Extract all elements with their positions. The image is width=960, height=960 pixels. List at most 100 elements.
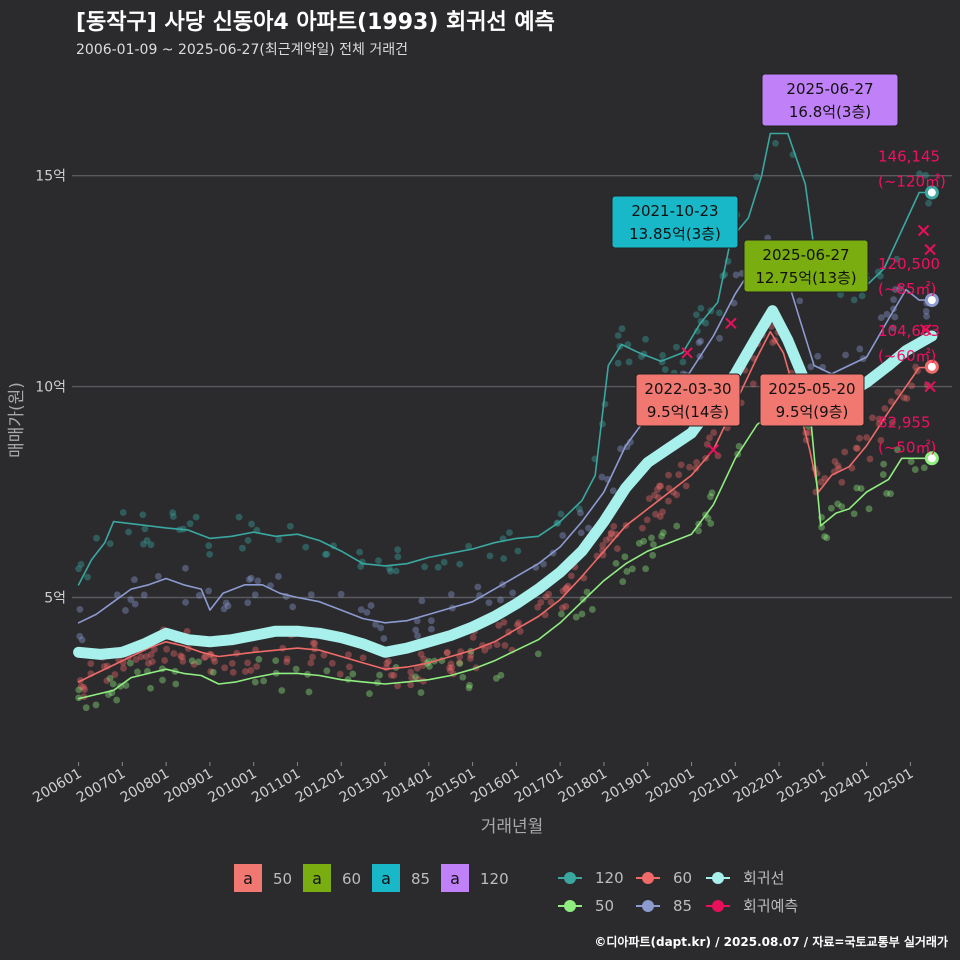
scatter-point-85 <box>922 307 930 315</box>
scatter-point-60 <box>228 659 236 667</box>
scatter-point-120 <box>302 543 310 551</box>
scatter-point-60 <box>564 582 572 590</box>
scatter-point-50 <box>426 662 433 670</box>
scatter-point-85 <box>577 529 585 537</box>
scatter-point-120 <box>392 567 400 575</box>
scatter-point-85 <box>247 574 255 582</box>
legend-area-key <box>372 864 400 892</box>
scatter-point-85 <box>509 589 517 597</box>
scatter-point-120 <box>486 552 494 560</box>
scatter-point-50 <box>497 671 505 679</box>
scatter-point-120 <box>387 567 394 575</box>
annotation-date: 2021-10-23 <box>631 202 718 220</box>
prediction-marker <box>725 317 737 330</box>
scatter-point-120 <box>192 513 200 521</box>
annotation-bg <box>761 73 899 127</box>
scatter-point-60 <box>148 658 156 666</box>
scatter-point-60 <box>390 671 398 679</box>
scatter-point-60 <box>309 639 317 647</box>
scatter-point-120 <box>874 268 882 276</box>
scatter-point-60 <box>693 458 700 466</box>
scatter-point-50 <box>879 471 887 478</box>
prediction-marker <box>924 243 936 256</box>
scatter-point-85 <box>275 573 282 580</box>
scatter-point-50 <box>459 673 467 681</box>
scatter-point-60 <box>408 674 416 682</box>
legend-area-glyph: a <box>381 869 391 888</box>
scatter-point-50 <box>583 588 591 596</box>
scatter-point-120 <box>75 565 83 573</box>
scatter-point-120 <box>356 548 363 556</box>
legend-area-key <box>234 864 262 892</box>
scatter-point-60 <box>599 547 606 555</box>
scatter-point-60 <box>190 660 198 668</box>
scatter-point-85 <box>113 591 121 599</box>
scatter-point-60 <box>805 429 813 436</box>
scatter-point-60 <box>77 683 85 690</box>
y-tick-label: 5억 <box>44 590 66 606</box>
series-line-50 <box>77 406 933 700</box>
annotation-box: 2021-10-23 13.85억(3층) <box>611 195 739 249</box>
scatter-point-60 <box>677 461 685 469</box>
scatter-point-50 <box>708 489 716 497</box>
scatter-point-50 <box>578 610 586 618</box>
scatter-point-60 <box>542 593 550 601</box>
scatter-point-50 <box>642 565 650 573</box>
scatter-point-60 <box>659 508 666 516</box>
scatter-point-85 <box>730 299 738 307</box>
scatter-point-85 <box>244 599 252 607</box>
scatter-point-60 <box>838 478 846 486</box>
scatter-point-85 <box>427 625 435 633</box>
scatter-point-60 <box>345 651 352 659</box>
scatter-point-50 <box>105 691 112 698</box>
annotation-box: 2022-03-30 9.5억(14층) <box>635 373 741 427</box>
scatter-point-60 <box>501 642 509 649</box>
annotation-bg <box>611 195 739 249</box>
scatter-point-60 <box>875 415 883 423</box>
scatter-point-50 <box>349 670 357 678</box>
legend-line-item: 50 <box>558 897 614 915</box>
scatter-point-85 <box>122 607 129 614</box>
scatter-point-85 <box>380 635 388 642</box>
scatter-point-60 <box>607 530 615 538</box>
scatter-point-85 <box>154 573 162 580</box>
scatter-point-85 <box>427 617 435 625</box>
scatter-point-120 <box>357 563 365 570</box>
scatter-point-60 <box>869 414 876 422</box>
x-axis-title: 거래년월 <box>481 817 544 837</box>
scatter-point-60 <box>387 671 395 679</box>
scatter-point-60 <box>221 664 229 672</box>
scatter-point-60 <box>651 491 658 499</box>
scatter-point-60 <box>359 654 367 662</box>
chart-subtitle: 2006-01-09 ~ 2025-06-27(최근계약일) 전체 거래건 <box>76 42 408 58</box>
scatter-point-50 <box>619 578 627 586</box>
scatter-point-60 <box>821 474 829 482</box>
scatter-point-60 <box>500 619 508 626</box>
scatter-point-50 <box>412 673 419 681</box>
scatter-point-60 <box>903 395 911 402</box>
scatter-point-85 <box>807 363 815 371</box>
scatter-point-50 <box>75 686 83 694</box>
scatter-point-120 <box>514 547 522 555</box>
scatter-point-85 <box>796 297 804 305</box>
scatter-point-120 <box>421 563 429 571</box>
scatter-point-60 <box>854 444 861 452</box>
scatter-point-120 <box>697 304 705 312</box>
end-area-label: (~60㎡) <box>878 347 936 365</box>
scatter-point-50 <box>159 676 166 684</box>
scatter-point-50 <box>821 533 828 540</box>
x-tick-label: 201501 <box>424 766 478 807</box>
scatter-point-60 <box>852 444 860 452</box>
scatter-point-50 <box>466 681 473 689</box>
scatter-point-60 <box>233 649 241 657</box>
legend-line-item: 60 <box>636 869 692 887</box>
scatter-point-50 <box>659 529 667 537</box>
scatter-point-60 <box>888 419 896 426</box>
scatter-point-120 <box>614 359 622 367</box>
y-tick-label: 15억 <box>35 169 66 185</box>
scatter-point-50 <box>853 484 861 492</box>
scatter-point-50 <box>883 490 890 497</box>
scatter-point-120 <box>84 573 91 581</box>
scatter-point-60 <box>443 649 451 656</box>
scatter-point-120 <box>286 522 294 530</box>
